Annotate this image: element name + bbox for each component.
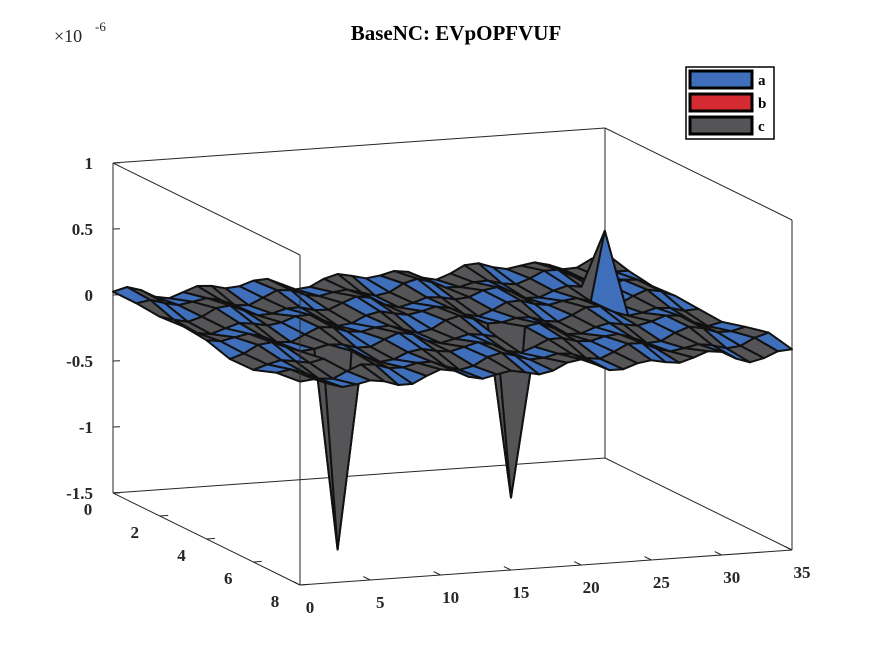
y-tick-label: 4 (177, 546, 186, 565)
z-exponent-base: ×10 (54, 26, 82, 46)
x-tick-label: 5 (376, 593, 385, 612)
x-tick-label: 0 (306, 598, 315, 617)
x-tick (714, 551, 722, 556)
y-tick (112, 491, 122, 494)
x-tick-label: 20 (583, 578, 600, 597)
box-edge (604, 457, 793, 551)
legend-label-b: b (758, 96, 766, 112)
legend-swatch-b (688, 92, 754, 113)
box-edge (112, 127, 606, 164)
y-tick-label: 6 (224, 569, 233, 588)
y-tick (299, 583, 309, 586)
box-edge (604, 127, 793, 221)
y-tick (206, 537, 215, 540)
x-tick-label: 25 (653, 573, 670, 592)
x-tick (573, 561, 582, 566)
x-tick-label: 35 (794, 563, 811, 582)
legend-swatch-a (688, 69, 754, 90)
x-tick-label: 30 (723, 568, 740, 587)
z-tick-label: -0.5 (66, 352, 93, 371)
z-exponent-power: -6 (95, 19, 106, 34)
y-tick (253, 560, 262, 563)
z-tick-label: -1.5 (66, 484, 93, 503)
axes-box-front (299, 255, 793, 586)
box-edge (112, 457, 606, 494)
x-tick (784, 546, 793, 551)
z-tick-label: 1 (85, 154, 94, 173)
y-tick-label: 2 (131, 523, 140, 542)
y-tick (159, 514, 169, 517)
x-tick (503, 566, 512, 571)
surface-face (275, 368, 316, 383)
legend-swatch-c (688, 115, 754, 136)
x-tick (363, 576, 371, 581)
z-tick-label: 0.5 (72, 220, 93, 239)
box-edge (112, 162, 301, 256)
box-edge (299, 549, 793, 586)
legend-label-c: c (758, 119, 765, 135)
surface-plot (112, 229, 793, 551)
x-tick-label: 15 (512, 583, 529, 602)
x-tick-label: 10 (442, 588, 459, 607)
x-tick (292, 581, 301, 586)
x-tick (433, 571, 441, 576)
z-exponent-label: ×10 -6 (54, 19, 106, 46)
z-tick-label: -1 (79, 418, 93, 437)
legend-label-a: a (758, 73, 766, 89)
chart-title: BaseNC: EVpOPFVUF (351, 21, 562, 45)
z-tick-label: 0 (85, 286, 94, 305)
x-tick (644, 556, 652, 561)
y-tick-label: 8 (271, 592, 280, 611)
legend: a b c (685, 66, 775, 140)
y-tick-label: 0 (84, 500, 93, 519)
